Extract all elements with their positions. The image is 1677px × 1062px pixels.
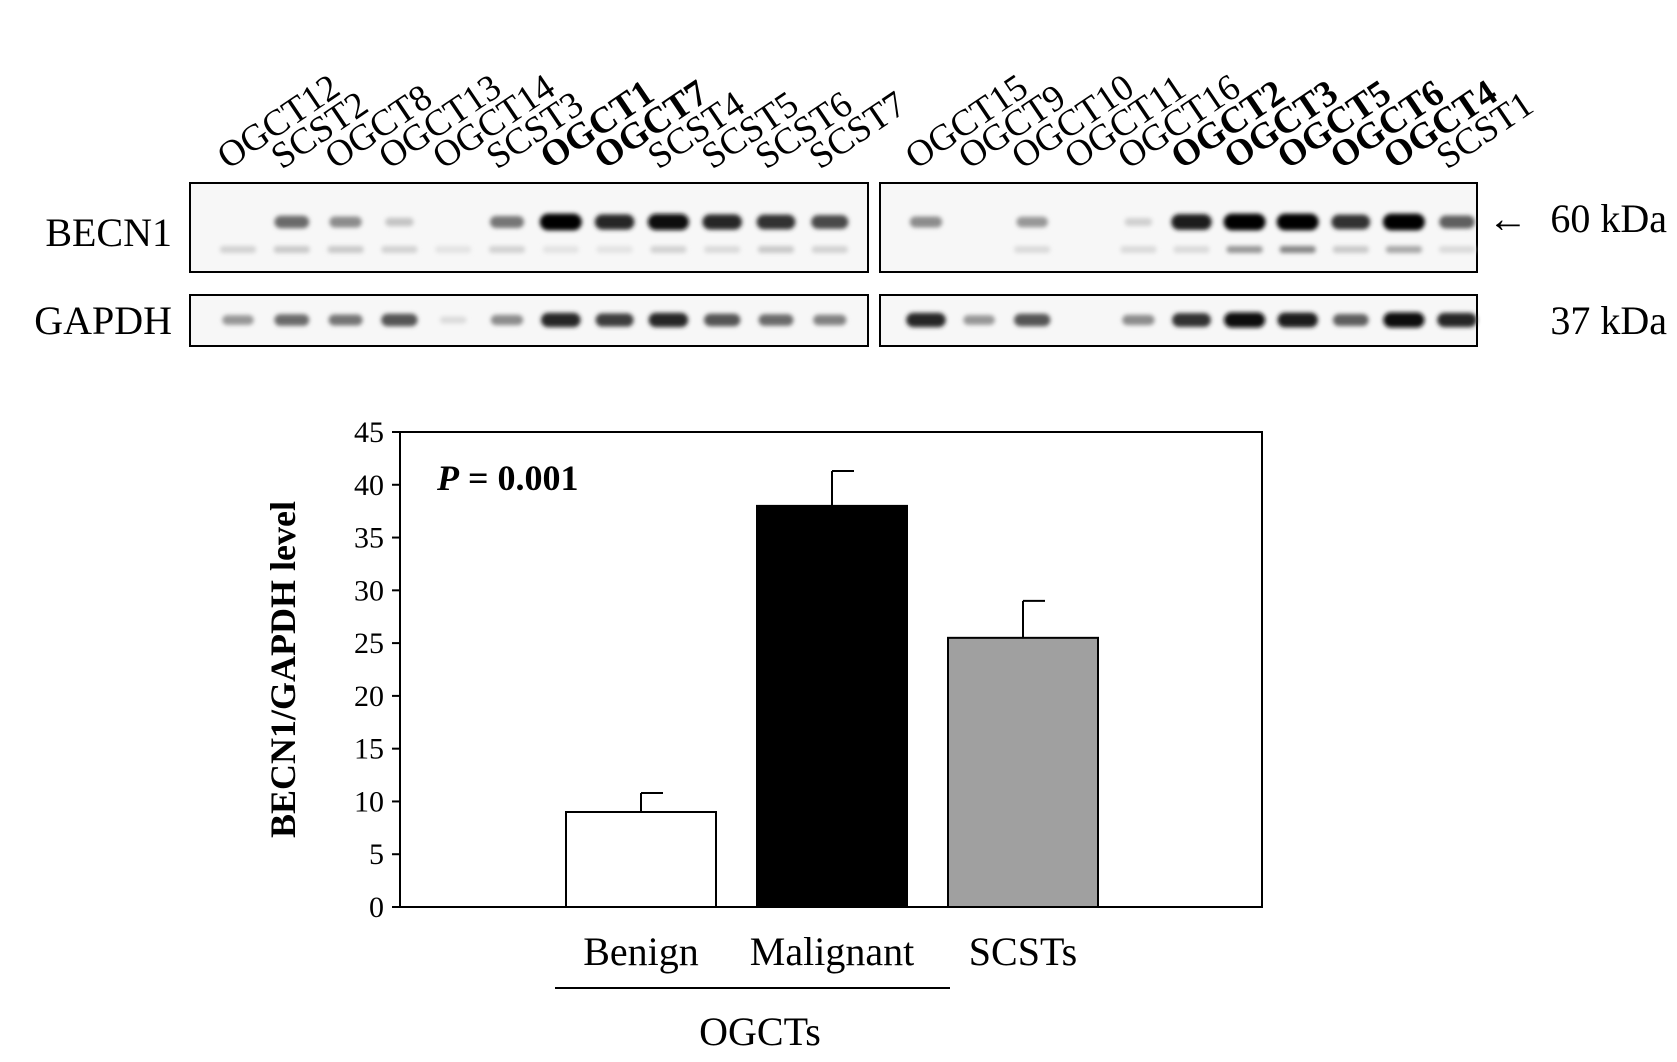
band-gapdh: [1277, 312, 1318, 328]
row-label-becn1: BECN1: [45, 210, 172, 255]
western-blot: OGCT12SCST2OGCT8OGCT13OGCT14SCST3OGCT1OG…: [34, 66, 1667, 347]
band-becn1-lower: [1332, 246, 1369, 253]
band-becn1-lower: [273, 246, 310, 253]
band-becn1-lower: [381, 246, 418, 253]
band-becn1-lower: [1173, 246, 1210, 253]
band-becn1: [329, 216, 362, 228]
blot-panel-2: OGCT15OGCT9OGCT10OGCT11OGCT16OGCT2OGCT3O…: [879, 66, 1541, 347]
band-becn1-lower: [542, 246, 579, 253]
band-becn1-lower: [1014, 246, 1051, 253]
bar-benign: [565, 811, 717, 908]
band-becn1-lower: [327, 246, 364, 253]
band-becn1: [647, 213, 689, 231]
band-gapdh: [813, 314, 847, 326]
band-gapdh: [439, 316, 467, 324]
category-label: Malignant: [750, 929, 914, 974]
y-tick-label: 35: [354, 522, 384, 555]
p-value-text: = 0.001: [459, 458, 579, 498]
band-becn1-lower: [650, 246, 687, 253]
band-becn1: [702, 214, 742, 230]
band-gapdh: [274, 314, 310, 326]
band-becn1-lower: [1439, 246, 1475, 253]
y-tick-label: 10: [354, 785, 384, 818]
band-gapdh: [1383, 312, 1425, 328]
band-becn1: [1124, 218, 1153, 226]
band-becn1: [756, 214, 796, 230]
band-becn1-lower: [704, 246, 741, 253]
band-becn1: [1016, 216, 1048, 228]
band-becn1-lower: [220, 246, 256, 253]
band-becn1-lower: [811, 246, 848, 253]
category-label: SCSTs: [969, 929, 1077, 974]
p-value-symbol: P: [436, 458, 460, 498]
bar-scsts: [947, 636, 1099, 908]
band-gapdh: [490, 314, 524, 326]
band-gapdh: [906, 312, 946, 328]
band-becn1: [385, 217, 414, 227]
band-becn1: [1382, 213, 1425, 231]
band-becn1: [594, 214, 635, 230]
band-gapdh: [704, 313, 741, 327]
bar-chart: 0 5 10 15 20 25 30 35 40 45 BECN1/GAPDH level Benig…: [263, 416, 1263, 1054]
band-gapdh: [1014, 313, 1051, 327]
p-value-annotation: P = 0.001: [436, 458, 579, 498]
kda-label: 60 kDa: [1550, 196, 1667, 241]
y-tick-label: 25: [354, 627, 384, 660]
row-label-gapdh: GAPDH: [34, 298, 172, 343]
band-becn1: [274, 215, 310, 229]
band-becn1-lower: [1279, 246, 1316, 253]
band-becn1: [1171, 214, 1212, 230]
band-gapdh: [328, 314, 363, 326]
band-gapdh: [758, 314, 794, 326]
y-tick-label: 40: [354, 469, 384, 502]
y-tick-label: 30: [354, 574, 384, 607]
y-axis-label: BECN1/GAPDH level: [263, 501, 303, 838]
band-gapdh: [222, 315, 254, 325]
bar-malignant: [756, 504, 908, 908]
group-label: OGCTs: [699, 1009, 821, 1054]
y-tick-label: 15: [354, 733, 384, 766]
band-gapdh: [1172, 313, 1211, 327]
y-tick-label: 5: [369, 838, 384, 871]
band-gapdh: [541, 312, 581, 328]
band-becn1: [539, 213, 582, 231]
band-becn1: [1439, 215, 1475, 229]
band-gapdh: [648, 312, 689, 328]
band-becn1: [1276, 213, 1319, 231]
category-label: Benign: [583, 929, 699, 974]
band-gapdh: [963, 315, 995, 325]
y-tick-label: 20: [354, 680, 384, 713]
band-becn1: [1331, 214, 1371, 230]
band-becn1: [909, 216, 943, 228]
band-becn1-lower: [1120, 246, 1157, 253]
band-gapdh: [1437, 312, 1477, 328]
arrow-icon: ←: [1488, 196, 1528, 241]
band-gapdh: [381, 313, 418, 327]
band-becn1: [490, 216, 524, 228]
band-gapdh: [1122, 314, 1155, 326]
y-tick-label: 0: [369, 891, 384, 924]
band-becn1-lower: [1385, 246, 1422, 253]
y-tick-label: 45: [354, 416, 384, 449]
band-becn1-lower: [435, 246, 472, 253]
band-becn1-lower: [758, 246, 794, 253]
blot-panel-1: OGCT12SCST2OGCT8OGCT13OGCT14SCST3OGCT1OG…: [189, 66, 913, 347]
band-gapdh: [1333, 314, 1369, 326]
band-gapdh: [595, 313, 634, 327]
band-becn1: [1223, 213, 1266, 231]
band-becn1: [811, 215, 849, 229]
band-gapdh: [1224, 312, 1266, 328]
band-becn1-lower: [1226, 246, 1263, 253]
band-becn1-lower: [596, 246, 633, 253]
band-becn1-lower: [489, 246, 525, 253]
kda-label: 37 kDa: [1550, 298, 1667, 343]
